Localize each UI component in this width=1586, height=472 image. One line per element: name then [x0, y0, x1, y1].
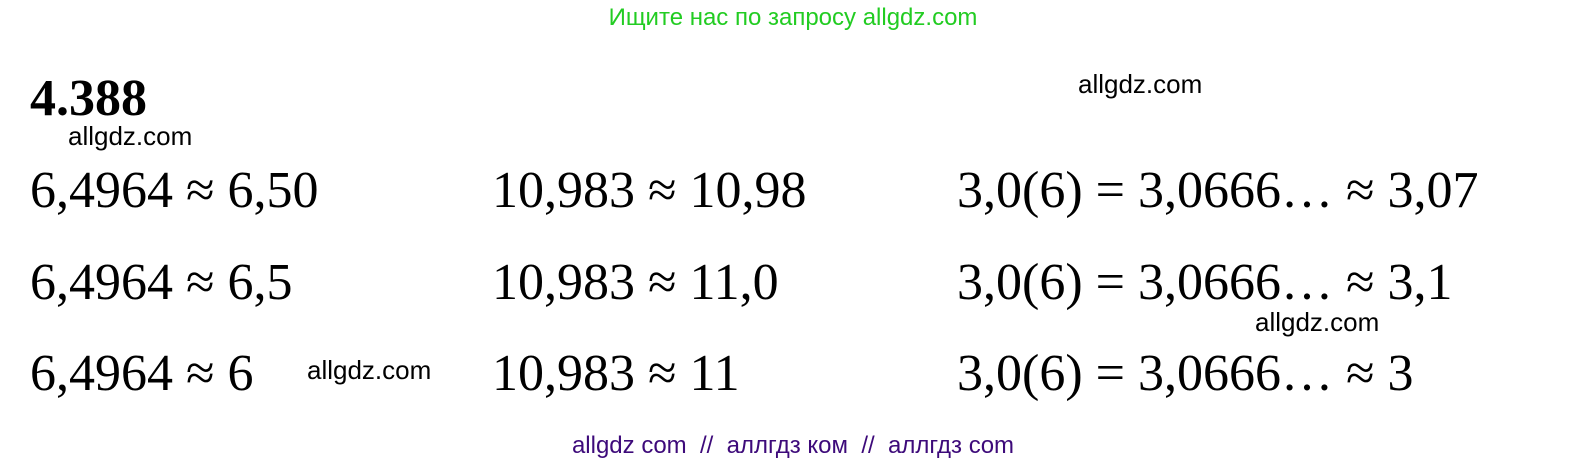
equation-r1c3: 3,0(6) = 3,0666… ≈ 3,07: [957, 162, 1479, 219]
watermark: allgdz.com: [1255, 307, 1380, 337]
watermark: allgdz.com: [68, 121, 193, 151]
equation-r3c3: 3,0(6) = 3,0666… ≈ 3: [957, 345, 1414, 402]
equation-r3c1: 6,4964 ≈ 6: [30, 345, 254, 402]
watermark: allgdz.com: [1078, 69, 1203, 99]
equation-r2c1: 6,4964 ≈ 6,5: [30, 254, 293, 311]
header-banner: Ищите нас по запросу allgdz.com: [608, 4, 978, 31]
equation-r1c1: 6,4964 ≈ 6,50: [30, 162, 319, 219]
exercise-title: 4.388: [30, 70, 147, 127]
equation-r1c2: 10,983 ≈ 10,98: [492, 162, 807, 219]
equation-r2c2: 10,983 ≈ 11,0: [492, 254, 779, 311]
equation-r2c3: 3,0(6) = 3,0666… ≈ 3,1: [957, 254, 1453, 311]
equation-r3c2: 10,983 ≈ 11: [492, 345, 740, 402]
watermark: allgdz.com: [307, 355, 432, 385]
footer-banner: allgdz com // аллгдз ком // аллгдз com: [571, 432, 1015, 459]
